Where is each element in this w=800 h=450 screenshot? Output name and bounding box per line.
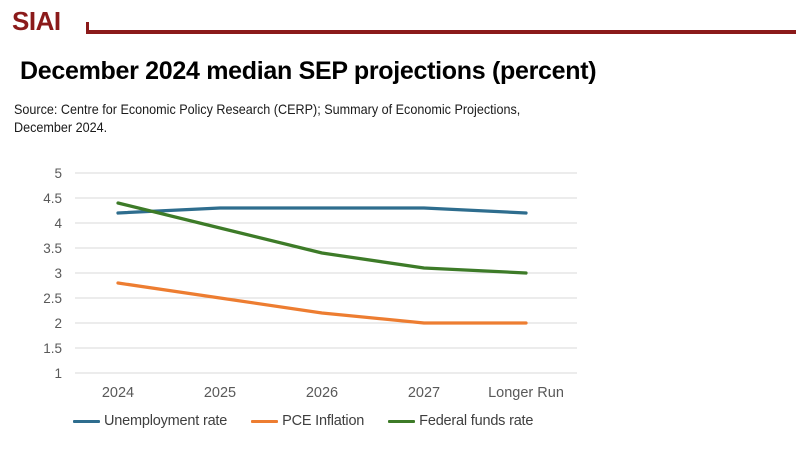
legend-item-pce-inflation: PCE Inflation: [251, 413, 364, 429]
header-rule-stub: [86, 22, 89, 34]
brand-logo: SIAI: [12, 6, 61, 36]
y-axis-tick-label: 4: [54, 216, 62, 231]
y-axis-tick-label: 2.5: [43, 291, 62, 306]
series-line-federal-funds-rate: [116, 201, 528, 275]
source-line-2: December 2024.: [14, 119, 108, 135]
x-axis-tick-label: Longer Run: [488, 385, 564, 401]
legend-swatch: [73, 419, 100, 423]
series-line-unemployment-rate: [116, 206, 528, 215]
page-title: December 2024 median SEP projections (pe…: [20, 57, 597, 85]
legend-item-federal-funds-rate: Federal funds rate: [388, 413, 533, 429]
x-axis-tick-label: 2024: [102, 385, 134, 401]
y-axis-tick-label: 1.5: [43, 341, 62, 356]
x-axis-tick-label: 2027: [408, 385, 440, 401]
header-rule: [86, 30, 796, 34]
legend-label: PCE Inflation: [282, 413, 365, 429]
legend-swatch: [251, 419, 279, 423]
y-axis-tick-label: 3: [54, 266, 62, 281]
y-axis-tick-label: 3.5: [43, 241, 62, 256]
legend-label: Unemployment rate: [104, 413, 228, 429]
chart-legend: Unemployment rate PCE Inflation Federal fu…: [73, 413, 533, 429]
legend-swatch: [388, 419, 416, 423]
y-axis-tick-label: 2: [54, 316, 62, 331]
x-axis-tick-label: 2026: [306, 385, 338, 401]
series-line-pce-inflation: [116, 281, 528, 325]
legend-item-unemployment-rate: Unemployment rate: [73, 413, 227, 429]
y-axis-tick-label: 1: [54, 366, 62, 381]
y-axis-tick-label: 4.5: [43, 191, 62, 206]
legend-label: Federal funds rate: [419, 413, 534, 429]
y-axis-tick-label: 5: [54, 166, 62, 181]
source-line-1: Source: Centre for Economic Policy Resea…: [14, 101, 521, 117]
x-axis-tick-label: 2025: [204, 385, 236, 401]
source-attribution: Source: Centre for Economic Policy Resea…: [14, 100, 520, 136]
